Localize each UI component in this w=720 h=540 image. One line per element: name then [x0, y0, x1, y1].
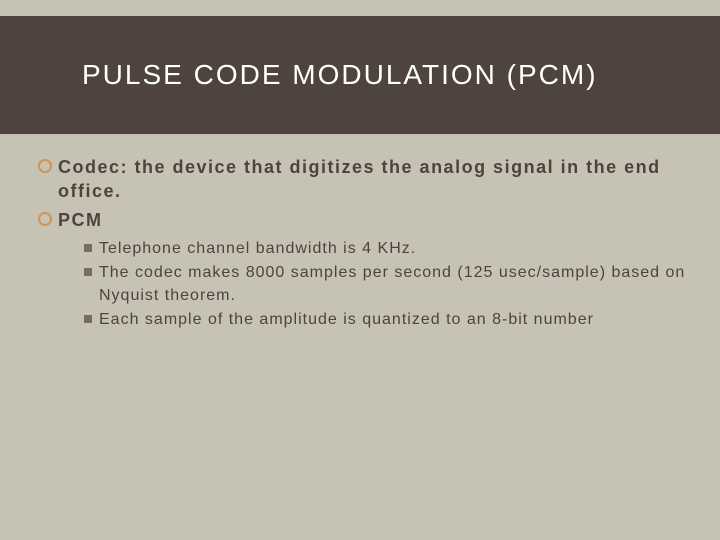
bullet-level2: Each sample of the amplitude is quantize…: [84, 309, 690, 331]
bullet-level1: Codec: the device that digitizes the ana…: [38, 155, 690, 204]
circle-bullet-icon: [38, 212, 52, 226]
bullet-text: PCM: [58, 208, 103, 232]
sub-bullet-group: Telephone channel bandwidth is 4 KHz. Th…: [84, 238, 690, 332]
square-bullet-icon: [84, 244, 92, 252]
bullet-text: The codec makes 8000 samples per second …: [99, 262, 690, 307]
circle-bullet-icon: [38, 159, 52, 173]
bullet-text: Telephone channel bandwidth is 4 KHz.: [99, 238, 416, 260]
bullet-level2: The codec makes 8000 samples per second …: [84, 262, 690, 307]
bullet-text: Each sample of the amplitude is quantize…: [99, 309, 594, 331]
slide-body: Codec: the device that digitizes the ana…: [38, 155, 690, 333]
bullet-level1: PCM: [38, 208, 690, 232]
square-bullet-icon: [84, 268, 92, 276]
slide: PULSE CODE MODULATION (PCM) Codec: the d…: [0, 0, 720, 540]
square-bullet-icon: [84, 315, 92, 323]
bullet-text: Codec: the device that digitizes the ana…: [58, 155, 690, 204]
slide-title: PULSE CODE MODULATION (PCM): [82, 59, 598, 91]
title-band: PULSE CODE MODULATION (PCM): [0, 16, 720, 134]
bullet-level2: Telephone channel bandwidth is 4 KHz.: [84, 238, 690, 260]
